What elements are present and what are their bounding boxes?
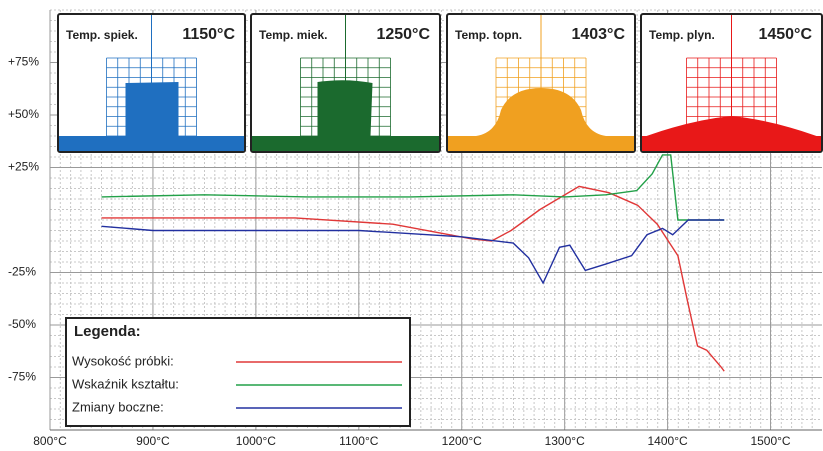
y-tick-label: -75% xyxy=(8,370,36,384)
sample-panel: Temp. miek. 1250°C xyxy=(250,13,441,153)
panel-label: Temp. topn. xyxy=(455,28,522,42)
x-tick-label: 1500°C xyxy=(750,434,790,448)
y-tick-label: +50% xyxy=(8,107,39,121)
sample-panel: Temp. plyn. 1450°C xyxy=(640,13,823,153)
x-tick-label: 1200°C xyxy=(442,434,482,448)
sample-panel: Temp. spiek. 1150°C xyxy=(57,13,246,153)
panel-base xyxy=(448,136,634,151)
series-line xyxy=(101,219,725,285)
legend-label: Wskaźnik kształtu: xyxy=(72,376,179,391)
series-line xyxy=(101,154,725,221)
panel-base xyxy=(642,136,821,151)
panel-temp: 1450°C xyxy=(758,26,812,43)
legend: Legenda: Wysokość próbki: Wskaźnik kształt… xyxy=(65,317,411,427)
sample-shape xyxy=(646,116,817,136)
legend-title: Legenda: xyxy=(74,323,141,340)
panel-label: Temp. spiek. xyxy=(66,28,138,42)
x-tick-label: 1000°C xyxy=(236,434,276,448)
x-tick-label: 800°C xyxy=(33,434,67,448)
y-tick-label: +25% xyxy=(8,160,39,174)
sample-shape xyxy=(125,82,179,136)
legend-label: Wysokość próbki: xyxy=(72,353,174,368)
legend-label: Zmiany boczne: xyxy=(72,399,164,414)
panel-temp: 1250°C xyxy=(376,26,430,43)
y-tick-label: -25% xyxy=(8,265,36,279)
sample-panel: Temp. topn. 1403°C xyxy=(446,13,636,153)
y-tick-label: -50% xyxy=(8,317,36,331)
panel-label: Temp. miek. xyxy=(259,28,327,42)
panel-temp: 1403°C xyxy=(571,26,625,43)
series-line xyxy=(101,185,725,372)
panel-base xyxy=(252,136,439,151)
panel-temp: 1150°C xyxy=(182,26,235,43)
sample-shape xyxy=(317,80,373,136)
panel-label: Temp. plyn. xyxy=(649,28,715,42)
x-tick-label: 1400°C xyxy=(648,434,688,448)
x-tick-label: 1300°C xyxy=(545,434,585,448)
x-tick-label: 1100°C xyxy=(339,434,379,448)
sample-shape xyxy=(476,88,606,136)
y-tick-label: +75% xyxy=(8,55,39,69)
panel-base xyxy=(59,136,244,151)
x-tick-label: 900°C xyxy=(136,434,170,448)
